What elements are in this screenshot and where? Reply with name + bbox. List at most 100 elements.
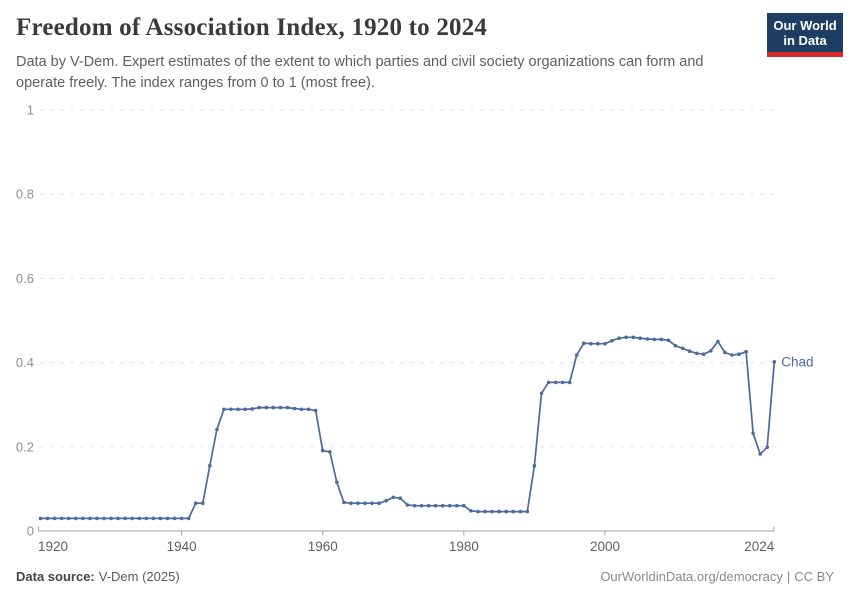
- data-point[interactable]: [313, 408, 318, 413]
- data-point[interactable]: [483, 509, 487, 514]
- data-point[interactable]: [610, 338, 614, 343]
- data-point[interactable]: [88, 516, 92, 521]
- data-point[interactable]: [158, 516, 163, 521]
- data-point[interactable]: [673, 344, 678, 348]
- data-point[interactable]: [59, 516, 64, 521]
- data-point[interactable]: [66, 516, 71, 521]
- data-point[interactable]: [567, 380, 572, 385]
- data-point[interactable]: [222, 407, 226, 412]
- data-point[interactable]: [574, 353, 579, 357]
- data-point[interactable]: [589, 341, 593, 346]
- owid-url-link[interactable]: OurWorldinData.org/democracy: [600, 569, 783, 584]
- data-point[interactable]: [546, 380, 551, 385]
- data-point[interactable]: [123, 516, 127, 521]
- data-point[interactable]: [292, 406, 297, 411]
- data-point[interactable]: [38, 516, 43, 521]
- data-point[interactable]: [398, 496, 403, 501]
- data-point[interactable]: [144, 516, 149, 521]
- data-point[interactable]: [151, 516, 156, 521]
- data-point[interactable]: [193, 501, 198, 506]
- data-point[interactable]: [172, 516, 177, 521]
- license-link[interactable]: CC BY: [794, 569, 834, 584]
- data-point[interactable]: [490, 509, 494, 514]
- data-point[interactable]: [74, 516, 78, 521]
- data-point[interactable]: [638, 336, 642, 341]
- data-point[interactable]: [645, 337, 650, 341]
- data-point[interactable]: [560, 380, 565, 385]
- data-point[interactable]: [440, 503, 445, 508]
- data-point[interactable]: [666, 338, 671, 343]
- data-point[interactable]: [694, 351, 699, 356]
- data-point[interactable]: [186, 516, 191, 521]
- data-point[interactable]: [363, 501, 367, 506]
- data-point[interactable]: [511, 509, 515, 514]
- data-point[interactable]: [596, 341, 600, 346]
- data-point[interactable]: [102, 516, 106, 521]
- data-point[interactable]: [525, 509, 530, 514]
- data-point[interactable]: [109, 516, 113, 521]
- data-point[interactable]: [349, 501, 353, 506]
- data-point[interactable]: [201, 501, 205, 506]
- data-point[interactable]: [709, 349, 713, 353]
- data-point[interactable]: [356, 501, 360, 506]
- data-point[interactable]: [271, 405, 276, 410]
- data-point[interactable]: [236, 407, 240, 412]
- data-point[interactable]: [652, 337, 657, 342]
- data-point[interactable]: [539, 391, 544, 396]
- data-point[interactable]: [497, 509, 501, 514]
- data-point[interactable]: [532, 463, 537, 468]
- data-point[interactable]: [278, 405, 283, 410]
- data-point[interactable]: [751, 431, 755, 436]
- data-point[interactable]: [179, 516, 184, 521]
- data-point[interactable]: [264, 405, 269, 410]
- data-point[interactable]: [391, 495, 396, 500]
- data-point[interactable]: [631, 335, 635, 340]
- data-point[interactable]: [257, 405, 262, 410]
- data-point[interactable]: [137, 516, 142, 521]
- data-point[interactable]: [716, 339, 720, 344]
- data-point[interactable]: [342, 500, 346, 505]
- data-point[interactable]: [335, 480, 339, 485]
- data-point[interactable]: [426, 503, 431, 508]
- data-point[interactable]: [165, 516, 170, 521]
- data-point[interactable]: [723, 350, 727, 355]
- data-point[interactable]: [95, 516, 99, 521]
- data-point[interactable]: [229, 407, 233, 412]
- data-point[interactable]: [744, 349, 748, 354]
- chart-line[interactable]: [39, 336, 776, 520]
- data-point[interactable]: [384, 498, 389, 503]
- data-point[interactable]: [462, 503, 466, 508]
- data-point[interactable]: [730, 353, 734, 357]
- data-point[interactable]: [603, 341, 607, 346]
- data-point[interactable]: [45, 516, 50, 521]
- data-point[interactable]: [758, 452, 762, 456]
- data-point[interactable]: [250, 407, 254, 411]
- owid-logo[interactable]: Our World in Data: [767, 13, 843, 57]
- data-point[interactable]: [455, 503, 459, 508]
- data-point[interactable]: [617, 336, 621, 341]
- data-point[interactable]: [553, 380, 558, 385]
- data-point[interactable]: [320, 448, 325, 453]
- data-point[interactable]: [243, 407, 247, 412]
- data-point[interactable]: [433, 503, 438, 508]
- data-point[interactable]: [701, 352, 706, 357]
- data-point[interactable]: [469, 509, 473, 513]
- data-point[interactable]: [299, 407, 304, 412]
- data-point[interactable]: [81, 516, 85, 521]
- series-entity-label[interactable]: Chad: [781, 354, 813, 369]
- data-point[interactable]: [215, 427, 219, 432]
- data-point[interactable]: [419, 503, 424, 508]
- data-point[interactable]: [737, 352, 741, 357]
- data-point[interactable]: [52, 516, 57, 521]
- data-point[interactable]: [504, 509, 509, 514]
- data-point[interactable]: [377, 501, 382, 506]
- data-point[interactable]: [285, 405, 290, 410]
- data-point[interactable]: [447, 503, 452, 508]
- data-point[interactable]: [687, 349, 692, 354]
- data-point[interactable]: [116, 516, 120, 521]
- data-point[interactable]: [370, 501, 374, 506]
- data-point[interactable]: [306, 407, 311, 412]
- data-point[interactable]: [412, 503, 417, 508]
- data-point[interactable]: [130, 516, 134, 521]
- data-point[interactable]: [405, 503, 410, 507]
